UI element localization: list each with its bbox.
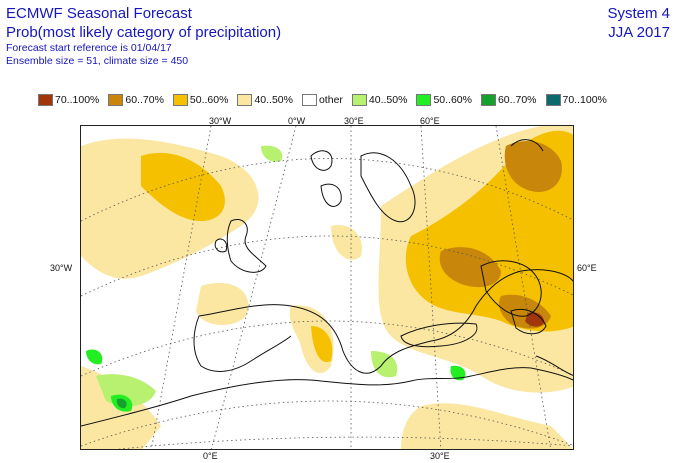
lon-label-top: 60°E bbox=[420, 116, 440, 126]
legend-swatch bbox=[301, 94, 317, 106]
legend-swatch bbox=[416, 94, 432, 106]
zone-70-100 bbox=[525, 312, 545, 327]
lon-label-bottom: 30°E bbox=[430, 451, 450, 461]
legend-swatch bbox=[351, 94, 367, 106]
legend-label: 50..60% bbox=[433, 94, 472, 106]
coastlines bbox=[81, 139, 573, 427]
legend-label: 40..50% bbox=[368, 94, 408, 106]
legend-label: 70..100% bbox=[55, 94, 100, 106]
green-dark-zone bbox=[116, 398, 127, 409]
legend-item: 70..100% bbox=[38, 94, 99, 106]
legend-label: 60..70% bbox=[125, 94, 164, 106]
chart-subtitle: Prob(most likely category of precipitati… bbox=[6, 24, 282, 41]
lon-label-top: 0°W bbox=[288, 116, 306, 126]
legend-label: 40..50% bbox=[254, 94, 293, 106]
map-svg bbox=[81, 126, 573, 449]
title-block: ECMWF Seasonal Forecast Prob(most likely… bbox=[6, 4, 281, 68]
legend-swatch bbox=[237, 94, 253, 106]
legend-item: 60..70% bbox=[108, 94, 164, 106]
chart-title: ECMWF Seasonal Forecast bbox=[6, 5, 192, 22]
system-label: System 4 bbox=[607, 5, 670, 22]
legend-item: 40..50% bbox=[351, 94, 408, 106]
legend-label: 50..60% bbox=[189, 94, 229, 106]
lon-label-top: 30°W bbox=[209, 116, 232, 126]
ensemble-info: Ensemble size = 51, climate size = 450 bbox=[6, 55, 189, 67]
forecast-map bbox=[80, 125, 574, 450]
legend-swatch bbox=[480, 94, 496, 106]
lon-label-top: 30°E bbox=[344, 116, 364, 126]
lon-label-bottom: 0°E bbox=[203, 451, 218, 461]
legend-item: 50..60% bbox=[416, 94, 472, 106]
legend-swatch bbox=[172, 94, 188, 106]
system-block: System 4 JJA 2017 bbox=[607, 4, 670, 42]
green-light-zones bbox=[96, 145, 398, 407]
legend-swatch bbox=[108, 94, 124, 106]
legend-item: 70..100% bbox=[545, 94, 607, 106]
legend-swatch bbox=[38, 94, 53, 106]
graticule bbox=[81, 126, 573, 449]
dark-orange-zones bbox=[439, 141, 562, 329]
lat-label-left: 30°W bbox=[50, 263, 73, 273]
legend-label: 70..100% bbox=[562, 94, 607, 106]
legend: 70..100% 60..70% 50..60% 40..50% other 4… bbox=[38, 93, 616, 107]
legend-item: other bbox=[301, 94, 343, 106]
lat-label-right: 60°E bbox=[577, 263, 597, 273]
legend-item: 50..60% bbox=[172, 94, 229, 106]
legend-item: 40..50% bbox=[237, 94, 293, 106]
legend-swatch bbox=[545, 94, 561, 106]
forecast-start: Forecast start reference is 01/04/17 bbox=[6, 42, 172, 54]
legend-label: 60..70% bbox=[497, 94, 537, 106]
legend-item: 60..70% bbox=[480, 94, 537, 106]
legend-label: other bbox=[318, 94, 343, 106]
season-label: JJA 2017 bbox=[608, 24, 670, 41]
